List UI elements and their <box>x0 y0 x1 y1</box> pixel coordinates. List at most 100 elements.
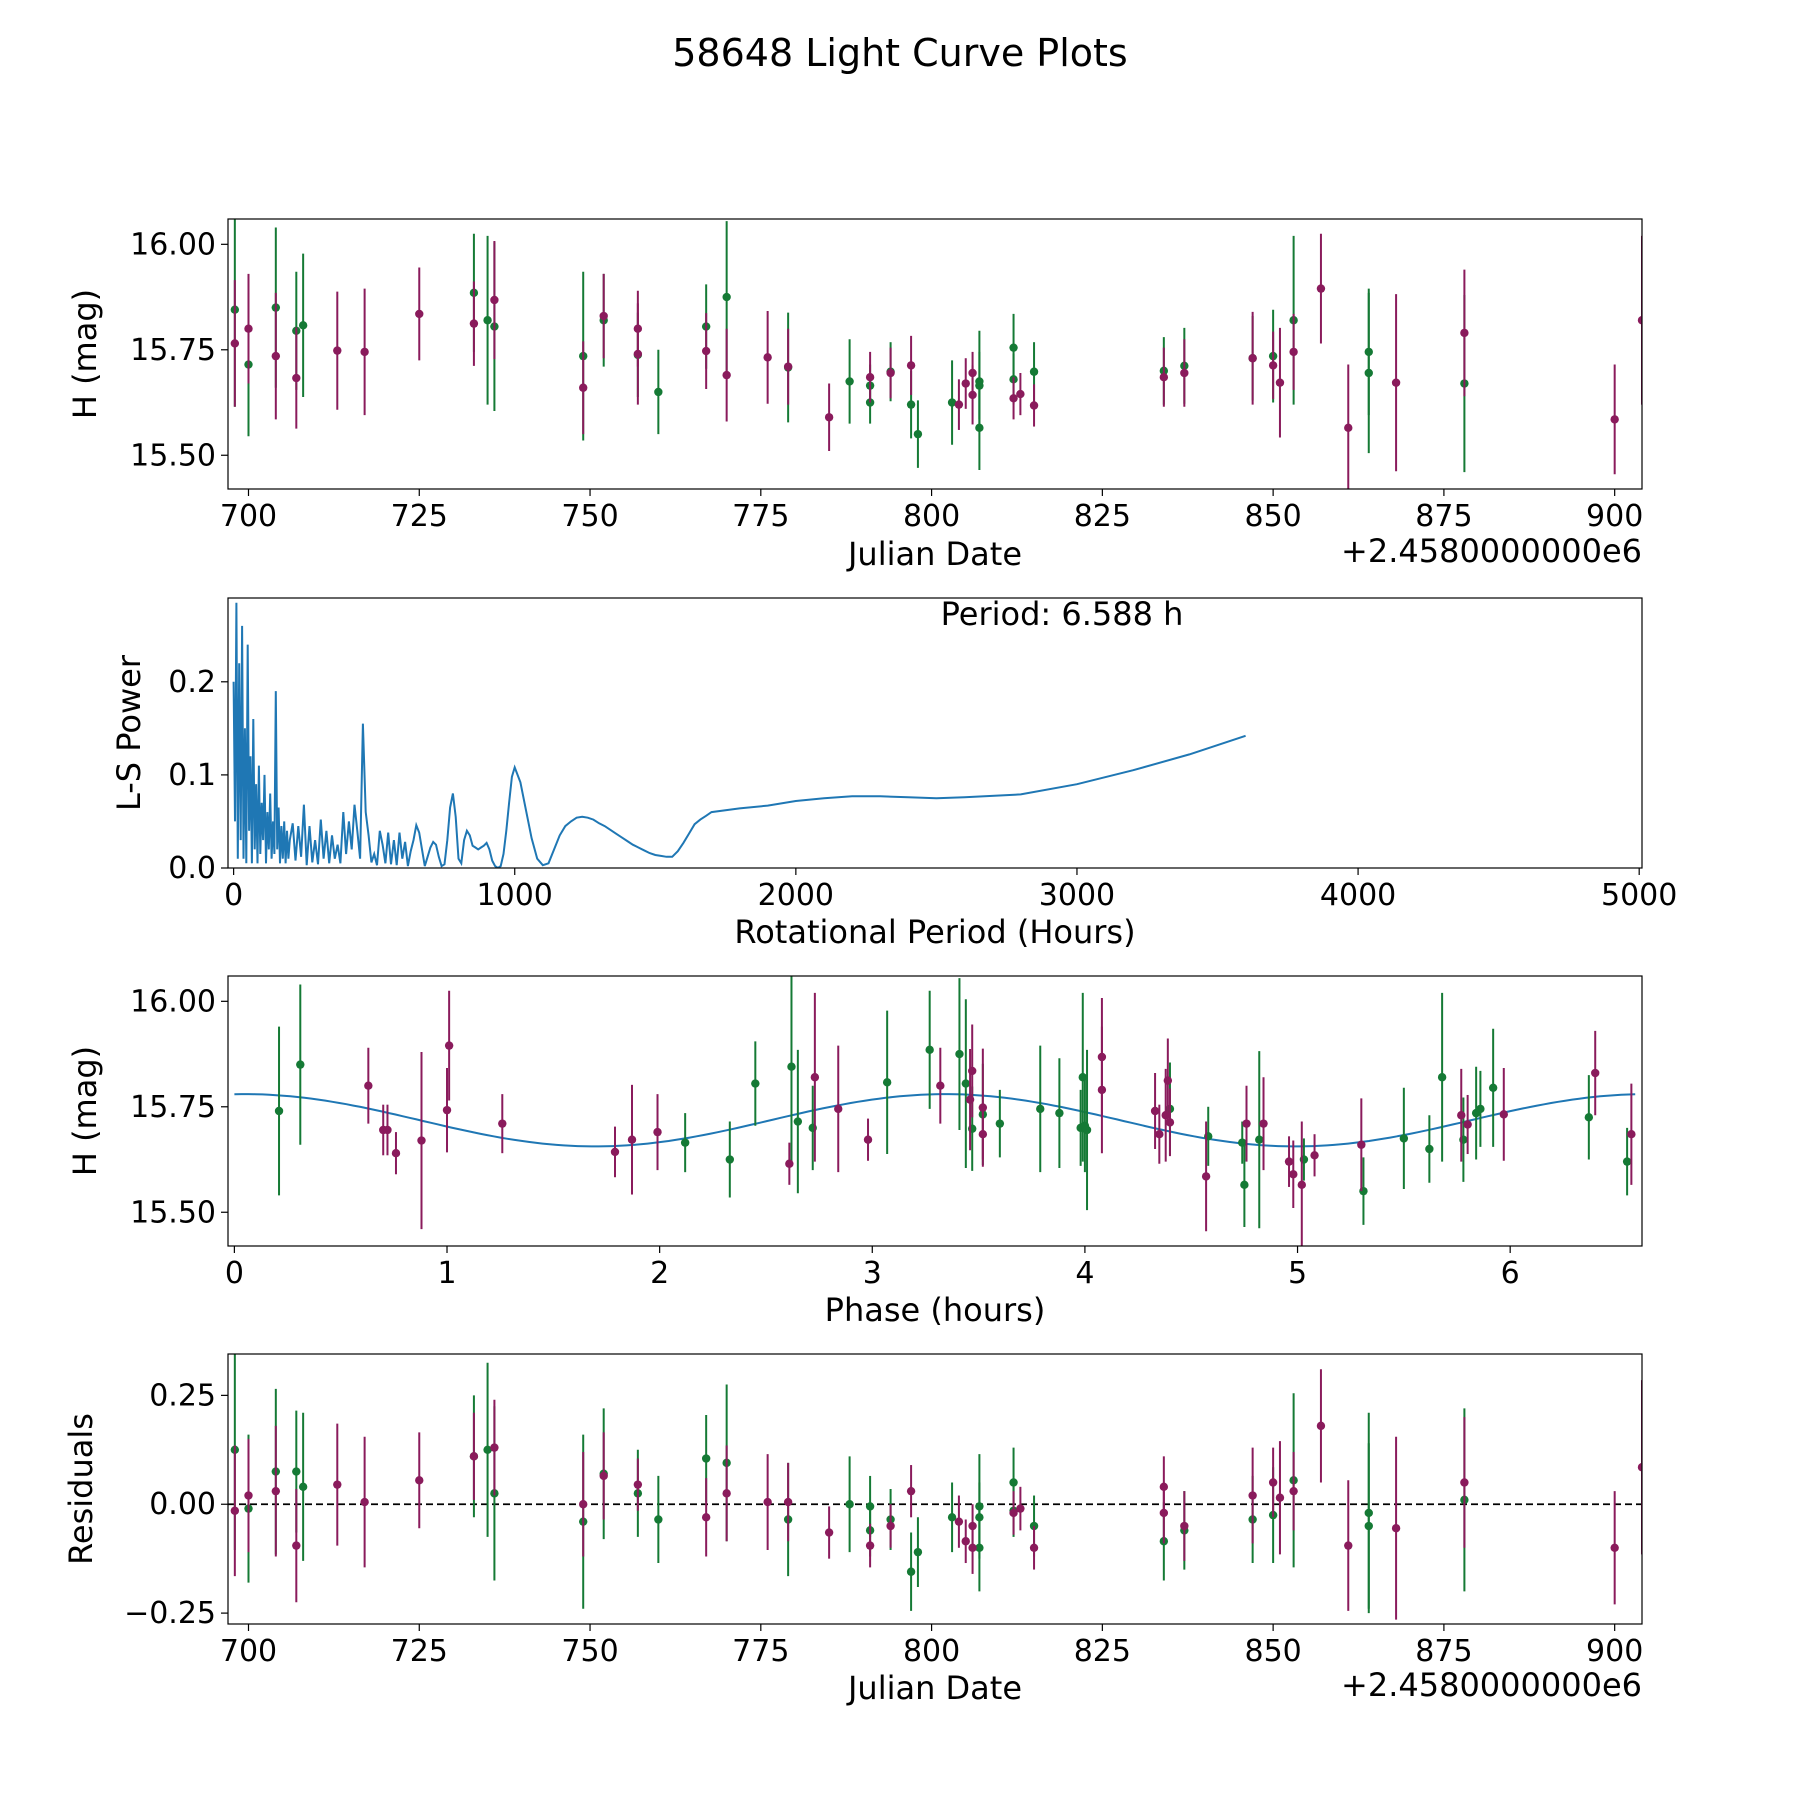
x-tick-label: 4 <box>1075 1256 1094 1291</box>
subplot-3: 0 1 2 3 4 5 6 15.50 15.75 16.00 Phase (hours) H (ma… <box>66 975 1643 1329</box>
data-point <box>1463 1120 1472 1129</box>
data-point <box>787 1062 796 1071</box>
data-point <box>845 1500 854 1509</box>
figure-title: 58648 Light Curve Plots <box>672 31 1127 75</box>
x-tick-label: 0 <box>225 1256 244 1291</box>
y-axis-label: H (mag) <box>66 1046 104 1176</box>
axes-frame <box>227 1353 1643 1625</box>
x-tick-label: 900 <box>1586 499 1643 534</box>
data-point <box>627 1135 637 1144</box>
data-point <box>865 373 875 382</box>
data-point <box>298 1482 308 1492</box>
data-point <box>722 292 731 302</box>
data-point <box>824 413 834 422</box>
data-point <box>490 295 499 305</box>
data-layer <box>228 1354 1642 1620</box>
y-tick-label: −0.25 <box>124 1596 216 1631</box>
data-point <box>391 1148 401 1158</box>
data-point <box>1259 1119 1268 1128</box>
x-tick-label: 1 <box>437 1256 456 1291</box>
data-point <box>1364 1521 1373 1531</box>
x-axis-offset-label: +2.4580000000e6 <box>1341 532 1642 570</box>
data-point <box>1159 373 1169 382</box>
x-tick-label: 800 <box>903 499 960 534</box>
data-layer <box>230 219 1642 489</box>
y-tick-label: 16.00 <box>130 984 216 1019</box>
data-point <box>230 339 240 348</box>
x-tick-label: 875 <box>1415 499 1472 534</box>
y-axis-label: Residuals <box>62 1413 100 1565</box>
data-point <box>579 383 588 392</box>
axes-frame <box>227 975 1643 1247</box>
data-point <box>913 1547 923 1557</box>
data-point <box>633 1480 643 1489</box>
data-point <box>1460 328 1469 338</box>
y-tick-label: 0.00 <box>149 1487 216 1522</box>
data-point <box>1029 401 1039 410</box>
data-point <box>1344 423 1353 433</box>
model-fit-curve <box>234 1093 1636 1148</box>
x-tick-label: 750 <box>561 1634 618 1669</box>
data-point <box>865 1541 875 1550</box>
data-point <box>1284 1157 1294 1166</box>
x-tick-label: 2 <box>650 1256 669 1291</box>
data-point <box>653 1127 662 1137</box>
x-axis-label: Rotational Period (Hours) <box>734 913 1135 951</box>
data-point <box>271 351 281 361</box>
x-tick-label: 3000 <box>1039 878 1115 913</box>
data-point <box>824 1528 834 1537</box>
data-point <box>360 1497 369 1507</box>
data-point <box>1201 1172 1211 1181</box>
data-point <box>230 1506 240 1515</box>
data-point <box>1357 1140 1366 1149</box>
period-annotation: Period: 6.588 h <box>941 595 1184 633</box>
data-point <box>906 361 916 370</box>
data-point <box>947 398 957 407</box>
x-tick-label: 0 <box>224 878 243 913</box>
data-point <box>1055 1108 1064 1118</box>
data-point <box>415 309 424 319</box>
x-tick-label: 725 <box>391 1634 448 1669</box>
x-tick-label: 3 <box>863 1256 882 1291</box>
data-point <box>906 1567 916 1576</box>
x-axis-label: Julian Date <box>846 535 1022 573</box>
x-tick-label: 5 <box>1288 1256 1307 1291</box>
data-point <box>1029 1543 1039 1552</box>
data-point <box>1289 1486 1298 1496</box>
data-point <box>763 353 772 362</box>
y-tick-label: 16.00 <box>130 227 216 262</box>
subplot-1: 700 725 750 775 800 825 850 875 900 15.50 15.75 16.… <box>66 218 1643 573</box>
data-point <box>763 1497 772 1507</box>
data-point <box>954 1517 964 1526</box>
data-point <box>274 1106 284 1116</box>
data-point <box>975 423 984 433</box>
data-point <box>1242 1119 1251 1128</box>
data-point <box>936 1081 945 1090</box>
data-point <box>1150 1106 1160 1116</box>
data-point <box>1316 1421 1326 1431</box>
data-point <box>701 346 711 356</box>
data-point <box>1364 368 1373 378</box>
data-point <box>333 1480 342 1489</box>
data-point <box>925 1045 934 1055</box>
data-point <box>364 1081 373 1090</box>
data-point <box>783 362 793 371</box>
x-tick-label: 700 <box>220 1634 277 1669</box>
data-point <box>1165 1118 1175 1127</box>
data-point <box>1584 1113 1594 1122</box>
series-magenta <box>230 1369 1642 1620</box>
data-point <box>1499 1110 1508 1119</box>
data-point <box>244 1491 253 1500</box>
data-point <box>882 1078 892 1087</box>
x-tick-label: 900 <box>1586 1634 1643 1669</box>
y-tick-label: 15.75 <box>130 1090 216 1125</box>
data-point <box>1082 1125 1092 1135</box>
data-point <box>1289 1170 1298 1179</box>
series-green <box>274 976 1632 1229</box>
data-point <box>680 1138 690 1147</box>
x-tick-label: 825 <box>1074 1634 1131 1669</box>
data-point <box>1391 1523 1401 1533</box>
data-point <box>1155 1130 1164 1139</box>
x-tick-label: 700 <box>220 499 277 534</box>
y-axis-label: H (mag) <box>66 289 104 419</box>
